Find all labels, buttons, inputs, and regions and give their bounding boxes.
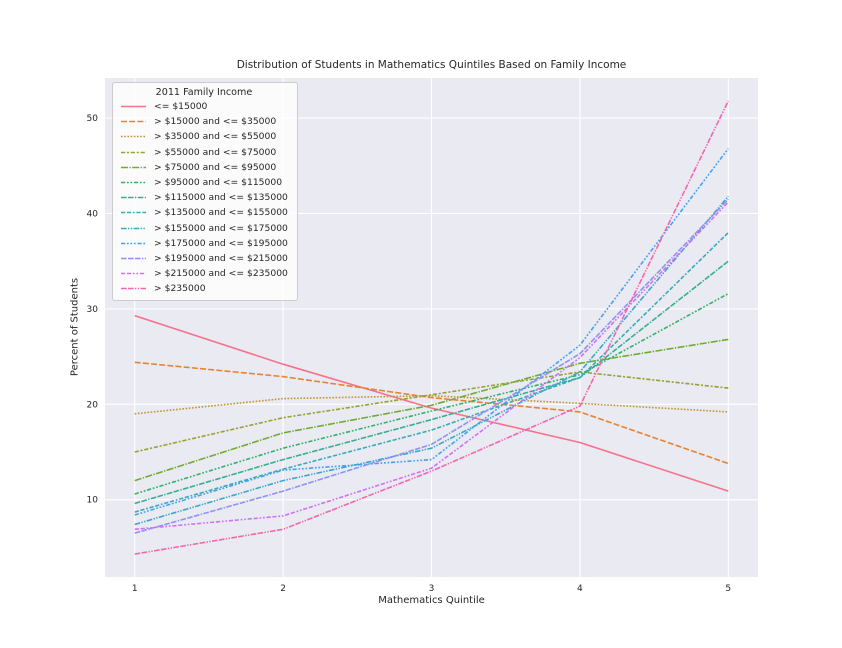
legend-item: > $155000 and <= $175000 — [120, 221, 288, 236]
y-tick-label: 20 — [87, 400, 99, 410]
legend-items: <= $15000 > $15000 and <= $35000 > $35000 … — [120, 99, 288, 296]
legend-label: > $95000 and <= $115000 — [154, 177, 283, 189]
legend-label: > $235000 — [154, 283, 206, 295]
legend-item: > $175000 and <= $195000 — [120, 236, 288, 251]
legend-item: > $35000 and <= $55000 — [120, 129, 288, 144]
y-tick-label: 30 — [87, 305, 99, 315]
legend-line-sample — [121, 105, 146, 108]
series-line — [134, 338, 729, 482]
legend-line-sample — [121, 120, 146, 123]
legend-item: > $115000 and <= $135000 — [120, 190, 288, 205]
y-tick-label: 40 — [87, 210, 99, 220]
legend-item: > $235000 — [120, 281, 288, 296]
series-line — [134, 195, 729, 526]
legend-label: > $215000 and <= $235000 — [154, 268, 288, 280]
legend-label: > $195000 and <= $215000 — [154, 252, 288, 264]
legend-label: > $135000 and <= $155000 — [154, 207, 288, 219]
legend-item: > $15000 and <= $35000 — [120, 114, 288, 129]
legend-line-sample — [121, 227, 146, 229]
x-tick-label: 3 — [429, 584, 435, 594]
legend-label: > $55000 and <= $75000 — [154, 146, 277, 158]
legend-item: > $95000 and <= $115000 — [120, 175, 288, 190]
legend-item: > $75000 and <= $95000 — [120, 160, 288, 175]
series-line — [134, 198, 729, 534]
legend-label: > $175000 and <= $195000 — [154, 237, 288, 249]
legend-label: <= $15000 — [154, 101, 208, 113]
series-line — [134, 394, 729, 415]
x-axis-label: Mathematics Quintile — [378, 595, 485, 606]
legend-line-sample — [121, 288, 146, 290]
series-line — [134, 100, 730, 555]
y-tick-label: 10 — [87, 496, 99, 506]
series-line — [134, 292, 729, 495]
legend-line-sample — [121, 181, 146, 184]
chart-title: Distribution of Students in Mathematics … — [236, 59, 627, 71]
legend-title: 2011 Family Income — [155, 87, 253, 98]
legend: 2011 Family Income <= $15000 > $15000 and… — [112, 82, 298, 302]
legend-line-sample — [121, 212, 146, 214]
legend-item: > $55000 and <= $75000 — [120, 145, 288, 160]
y-tick-label: 50 — [87, 114, 99, 124]
x-tick-label: 5 — [725, 584, 731, 594]
legend-label: > $155000 and <= $175000 — [154, 222, 288, 234]
series-line — [134, 148, 729, 516]
legend-line-sample — [121, 272, 146, 275]
legend-line-sample — [121, 166, 146, 169]
legend-line-sample — [121, 196, 146, 199]
x-tick-label: 1 — [132, 584, 138, 594]
legend-line-sample — [121, 257, 146, 260]
series-line — [134, 260, 729, 505]
legend-item: > $195000 and <= $215000 — [120, 251, 288, 266]
legend-label: > $115000 and <= $135000 — [154, 192, 288, 204]
y-axis-label: Percent of Students — [69, 277, 81, 377]
series-line — [134, 314, 729, 492]
legend-line-sample — [121, 136, 146, 138]
legend-label: > $35000 and <= $55000 — [154, 131, 277, 143]
legend-label: > $75000 and <= $95000 — [154, 161, 277, 173]
x-tick-label: 2 — [280, 584, 286, 594]
legend-item: <= $15000 — [120, 99, 288, 114]
legend-item: > $135000 and <= $155000 — [120, 205, 288, 220]
series-line — [134, 201, 729, 531]
series-line — [134, 371, 729, 453]
series-line — [134, 361, 729, 465]
legend-label: > $15000 and <= $35000 — [154, 116, 277, 128]
legend-item: > $215000 and <= $235000 — [120, 266, 288, 281]
legend-line-sample — [121, 242, 146, 245]
legend-line-sample — [121, 151, 146, 153]
x-tick-label: 4 — [577, 584, 583, 594]
